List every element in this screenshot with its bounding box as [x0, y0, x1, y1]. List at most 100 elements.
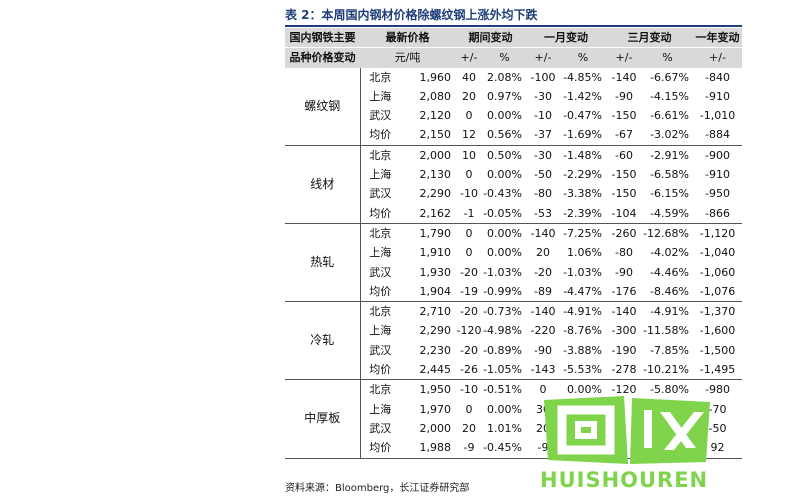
value-cell: -90 — [615, 89, 633, 103]
header-cell: 三月变动 — [606, 28, 693, 49]
value-cell: -1,060 — [699, 265, 736, 279]
value-cell: 2,120 — [419, 109, 452, 123]
value-cell: -0.89% — [483, 343, 522, 357]
value-cell: -2.91% — [650, 148, 689, 162]
value-cell: -2.29% — [563, 168, 602, 182]
value-cell: -150 — [611, 168, 637, 182]
value-cell: -120 — [611, 383, 637, 397]
value-cell: -0.05% — [483, 203, 526, 224]
value-cell: -910 — [705, 89, 730, 103]
city-cell: 上海 — [359, 321, 400, 341]
value-cell: 2,150 — [400, 125, 455, 146]
value-cell: -4.47% — [560, 281, 606, 303]
table-row: 均价2,162-1-0.05%-53-2.39%-104-4.59%-866-2… — [285, 203, 742, 224]
value-cell: -4.91% — [563, 305, 602, 319]
city-cell: 上海 — [359, 86, 400, 107]
value-cell: -11.58% — [643, 324, 689, 338]
value-cell: -6.61% — [650, 109, 689, 123]
value-cell: -50 — [708, 421, 727, 435]
value-cell: 0.00% — [487, 402, 522, 416]
value-cell — [642, 419, 693, 438]
value-cell: -80 — [615, 246, 633, 260]
value-cell: -980 — [705, 383, 730, 397]
value-cell: -1,076 — [693, 281, 742, 303]
value-cell: -5.80% — [650, 383, 689, 397]
value-cell: 20 — [462, 89, 476, 103]
value-cell: 0 — [465, 402, 473, 416]
value-cell: -1.48% — [563, 148, 602, 162]
city-cell: 武汉 — [359, 418, 400, 439]
header-cell: 一月变动 — [526, 28, 606, 49]
value-cell: 2.08% — [487, 70, 522, 84]
value-cell: -150 — [611, 109, 637, 123]
value-cell: -1.05% — [483, 360, 526, 381]
value-cell: 1,930 — [419, 265, 452, 279]
value-cell: 0.00% — [487, 226, 522, 240]
city-cell: 均价 — [359, 281, 400, 303]
value-cell: 30 — [536, 402, 550, 416]
value-cell: 2,000 — [419, 148, 452, 162]
value-cell: -0.73% — [483, 305, 522, 319]
title-rule — [285, 25, 742, 27]
table-row: 武汉 2,230 -20 -0.89% -90 -3.88% -190 -7.85% -1,50… — [285, 340, 742, 361]
table-row: 均价 2,445 -26 -1.05% -143 -5.53% -278 -10.21% -1,… — [285, 360, 742, 381]
value-cell: -53 — [526, 203, 560, 224]
value-cell: -12.68% — [643, 226, 689, 240]
header-cell: +/- — [606, 47, 642, 68]
table-row: 螺纹钢 北京 1,960 40 2.08% -100 -4.85% -140 -6.67% -84… — [285, 67, 742, 146]
value-cell: -8.46% — [642, 281, 693, 303]
value-cell: -910 — [705, 168, 730, 182]
value-cell: -20 — [534, 265, 552, 279]
value-cell: -120 — [456, 324, 482, 338]
value-cell: -90 — [615, 265, 633, 279]
category-cell: 螺纹钢 — [285, 67, 360, 146]
city-cell: 北京 — [359, 223, 400, 244]
table-row: 均价2,150120.56%-37-1.69%-67-3.02%-884-29.… — [285, 125, 742, 146]
value-cell: -1,600 — [699, 324, 736, 338]
value-cell: 0 — [465, 168, 473, 182]
header-cell: % — [483, 47, 526, 68]
value-cell: 1,790 — [419, 226, 452, 240]
value-cell: -89 — [526, 281, 560, 303]
value-cell: 10 — [462, 148, 476, 162]
value-cell: -20 — [460, 265, 478, 279]
value-cell: -4.15% — [650, 89, 689, 103]
value-cell: -4.46% — [650, 265, 689, 279]
value-cell: -1,495 — [693, 360, 742, 381]
value-cell: 1,910 — [419, 246, 452, 260]
header-row-2: 品种价格变动 元/吨 +/- % +/- % +/- % +/- — [285, 47, 742, 68]
table-row: 武汉2,290-10-0.43%-80-3.38%-150-6.15%-950-… — [285, 184, 742, 204]
value-cell: 0.50% — [487, 148, 522, 162]
value-cell: -7.25% — [563, 226, 602, 240]
value-cell: 2,230 — [419, 343, 452, 357]
value-cell: -90 — [534, 343, 552, 357]
table-row: 上海 2,290 -120 -4.98% -220 -8.76% -300 -11.58% -1… — [285, 321, 742, 341]
value-cell: -8.76% — [563, 324, 602, 338]
value-cell: -0.47% — [563, 109, 602, 123]
value-cell: -60 — [615, 148, 633, 162]
value-cell: -9 — [526, 438, 560, 459]
category-cell: 热轧 — [285, 223, 360, 303]
header-cell: 国内钢铁主要 — [285, 28, 360, 49]
value-cell: -140 — [530, 305, 556, 319]
value-cell: 2,130 — [419, 168, 452, 182]
value-cell: -6.15% — [650, 187, 689, 201]
value-cell: -840 — [705, 70, 730, 84]
watermark-brand: HUISHOUREN — [540, 468, 709, 492]
value-cell: -2.39% — [560, 203, 606, 224]
value-cell: -4.59% — [642, 203, 693, 224]
table-row: 武汉2,12000.00%-10-0.47%-150-6.61%-1,010-3… — [285, 106, 742, 126]
table-body: 螺纹钢 北京 1,960 40 2.08% -100 -4.85% -140 -6.67% -84… — [285, 67, 742, 459]
value-cell — [606, 419, 642, 438]
header-cell: 最新价格 — [360, 28, 455, 49]
value-cell: -0.43% — [483, 187, 522, 201]
value-cell: -3.02% — [642, 125, 693, 146]
value-cell: -866 — [693, 203, 742, 224]
table-row: 热轧 北京 1,790 0 0.00% -140 -7.25% -260 -12.68% -1,1… — [285, 223, 742, 303]
value-cell: -80 — [534, 187, 552, 201]
value-cell: -884 — [693, 125, 742, 146]
value-cell: 20 — [536, 246, 550, 260]
value-cell: -67 — [606, 125, 642, 146]
city-cell: 均价 — [359, 125, 400, 146]
value-cell — [642, 400, 693, 419]
